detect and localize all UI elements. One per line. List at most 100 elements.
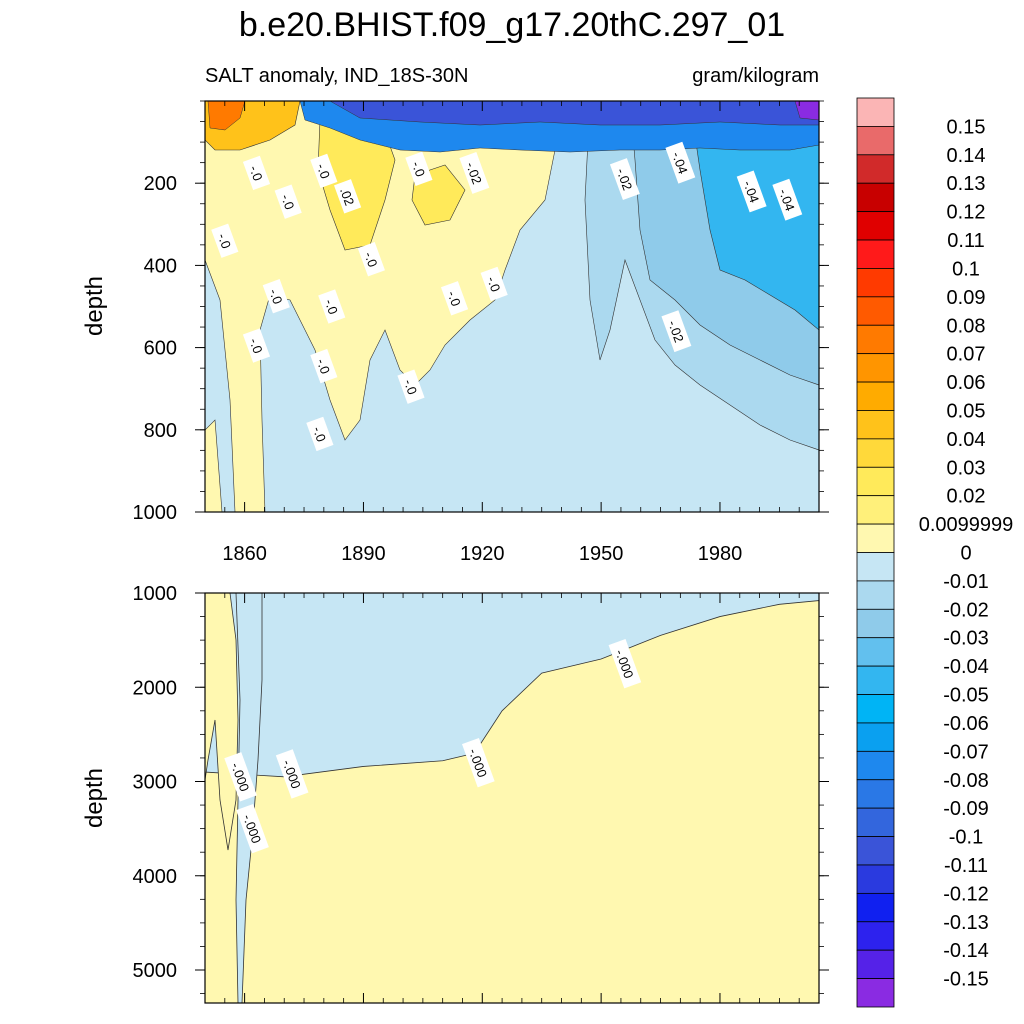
contour-label: .02 (334, 179, 362, 214)
contour-label-box (480, 266, 508, 302)
contour-label: -.04 (772, 178, 803, 221)
contour-label-box (224, 752, 257, 802)
lower-positive-region (205, 600, 819, 1003)
colorbar-swatch (856, 268, 895, 298)
colorbar-label: 0.15 (947, 116, 986, 138)
contour-label-box (440, 281, 469, 316)
contour-label-box (262, 279, 290, 314)
y-tick-label: 600 (144, 338, 177, 360)
x-tick-label: 1920 (460, 543, 505, 565)
contour-label-box (242, 155, 271, 191)
contour-label-box (772, 178, 803, 221)
x-axis-tick-labels: 1860 1890 1920 1950 1980 (222, 543, 742, 565)
contour-label-box (736, 170, 767, 213)
contour-label-box (310, 348, 338, 384)
colorbar-label: 0.11 (947, 230, 984, 252)
contour-label-text: -.0 (322, 297, 341, 316)
contour-label-text: -.0 (314, 357, 333, 376)
upper-contour-labels: -.0-.0-.0-.0-.0-.0-.0-.0 -.02.02-.0-.0-.0… (211, 141, 803, 452)
contour-label-text: -.0 (310, 424, 329, 443)
x-tick-label: 1860 (222, 543, 267, 565)
contour-label-text: -.0 (409, 159, 428, 178)
colorbar-swatch (856, 324, 895, 355)
colorbar-swatch (856, 750, 895, 781)
upper-surface-hot (207, 101, 246, 131)
colorbar-label: 0.08 (947, 315, 986, 337)
colorbar-swatch (856, 523, 895, 553)
colorbar-label: 0.14 (947, 145, 986, 167)
y-tick-label: 4000 (133, 866, 178, 888)
colorbar-swatch (856, 211, 895, 241)
chart-units-label: gram/kilogram (692, 65, 819, 87)
colorbar-label: -0.15 (943, 969, 989, 991)
contour-label: -.0 (440, 281, 469, 316)
colorbar-label: -0.04 (943, 656, 989, 678)
colorbar-swatch (856, 949, 895, 979)
colorbar-swatch (856, 353, 895, 383)
contour-label-box (661, 310, 692, 353)
colorbar-swatch (856, 978, 895, 1008)
contour-label-text: -.0 (314, 161, 333, 180)
contour-label: -.0 (242, 155, 271, 191)
chart-title: b.e20.BHIST.f09_g17.20thC.297_01 (239, 6, 785, 44)
colorbar-label: 0.12 (947, 202, 986, 224)
contour-label-text: -.04 (669, 150, 691, 176)
lower-y-axis-label: depth (81, 768, 108, 828)
colorbar-label: 0.09 (947, 287, 986, 309)
upper-panel: 200 400 600 800 1000 -.0 -.0 -.0 -.0 -.0 -.0 -.0 -.… (81, 100, 829, 524)
colorbar-label: -0.03 (943, 628, 989, 650)
contour-label-box (274, 184, 302, 219)
colorbar-swatch (856, 239, 895, 269)
contour-label-text: -.04 (740, 178, 762, 204)
contour-label-box (318, 289, 346, 324)
colorbar-swatch (856, 694, 895, 724)
colorbar-swatch (856, 410, 895, 440)
y-tick-label: 3000 (133, 772, 178, 794)
y-tick-label: 800 (144, 420, 177, 442)
colorbar-label: 0 (960, 543, 971, 565)
contour-label-box (665, 141, 696, 184)
colorbar-swatch (856, 580, 895, 610)
x-tick-label: 1980 (698, 543, 743, 565)
colorbar-swatch (856, 921, 895, 951)
contour-label: -.0 (211, 223, 239, 258)
colorbar-label: -0.12 (943, 883, 989, 905)
contour-label: -.0 (405, 151, 433, 186)
colorbar-swatch (856, 722, 895, 752)
colorbar-swatch (856, 807, 895, 837)
y-tick-label: 400 (144, 255, 177, 277)
contour-label-box (462, 737, 495, 788)
colorbar-label: 0.07 (947, 344, 986, 366)
colorbar-label: 0.02 (947, 486, 986, 508)
upper-negative-strong (689, 101, 819, 331)
y-tick-label: 200 (144, 173, 177, 195)
colorbar-label: -0.13 (943, 912, 989, 934)
contour-label: -.0 (480, 266, 508, 302)
contour-label: -.0 (310, 348, 338, 384)
colorbar-swatch (856, 892, 895, 923)
colorbar-label: -0.01 (943, 571, 989, 593)
colorbar-label: 0.06 (947, 372, 986, 394)
colorbar-label: -0.14 (943, 940, 989, 962)
colorbar-label: 0.04 (947, 429, 986, 451)
upper-y-axis-label: depth (81, 276, 108, 336)
x-tick-label: 1890 (341, 543, 386, 565)
colorbar-label: -0.08 (943, 770, 989, 792)
colorbar-label: -0.02 (943, 599, 989, 621)
contour-label-box (275, 749, 309, 799)
contour-label-box (609, 158, 640, 201)
colorbar-swatch (856, 836, 895, 866)
lower-positive-strip (205, 593, 239, 851)
contour-label: -.04 (665, 141, 696, 184)
colorbar-label: -0.07 (943, 741, 989, 763)
y-tick-label: 1000 (133, 583, 178, 605)
y-tick-label: 5000 (133, 960, 178, 982)
contour-label-text: -.0 (361, 250, 380, 269)
contour-label-box (334, 179, 362, 214)
colorbar-label: 0.13 (947, 173, 986, 195)
contour-label-text: -.04 (776, 187, 798, 213)
contour-label: -.0 (397, 369, 425, 404)
contour-label-box (459, 151, 490, 194)
